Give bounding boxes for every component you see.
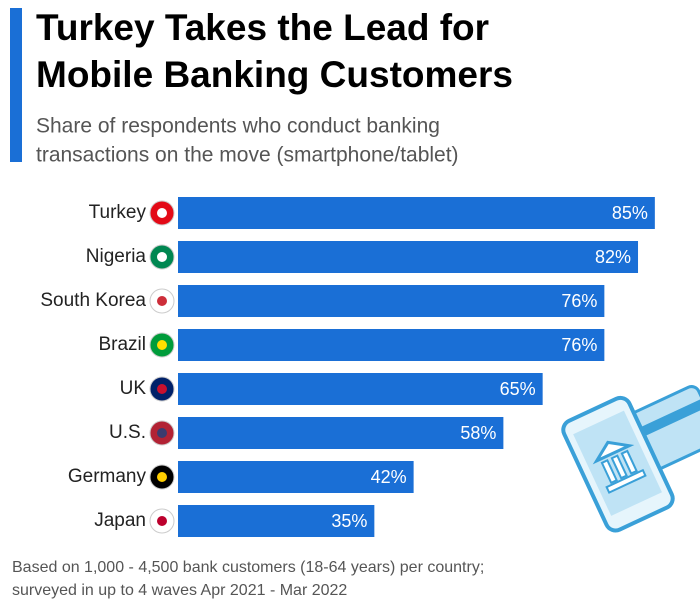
- category-label: South Korea: [40, 290, 146, 311]
- flag-icon: [157, 428, 167, 438]
- value-label: 35%: [331, 511, 367, 531]
- flag-icon: [157, 472, 167, 482]
- note: surveyed in up to 4 waves Apr 2021 - Mar…: [12, 582, 347, 599]
- bar: [178, 505, 375, 537]
- bar: [178, 417, 504, 449]
- category-label: Turkey: [89, 202, 147, 223]
- value-label: 65%: [500, 379, 536, 399]
- value-label: 82%: [595, 247, 631, 267]
- value-label: 58%: [460, 423, 496, 443]
- category-label: U.S.: [109, 422, 146, 443]
- chart-title: Mobile Banking Customers: [36, 54, 513, 95]
- bar: [178, 197, 655, 229]
- bar: [178, 285, 605, 317]
- flag-icon: [157, 252, 167, 262]
- accent-bar: [10, 8, 22, 162]
- flag-icon: [157, 516, 167, 526]
- flag-icon: [157, 208, 167, 218]
- bar: [178, 329, 605, 361]
- flag-icon: [157, 296, 167, 306]
- flag-icon: [157, 340, 167, 350]
- value-label: 85%: [612, 203, 648, 223]
- bar: [178, 461, 414, 493]
- value-label: 76%: [561, 291, 597, 311]
- category-label: Nigeria: [86, 246, 147, 267]
- subtitle: transactions on the move (smartphone/tab…: [36, 144, 459, 167]
- category-label: Germany: [68, 466, 147, 487]
- bar: [178, 373, 543, 405]
- flag-icon: [157, 384, 167, 394]
- value-label: 76%: [561, 335, 597, 355]
- subtitle: Share of respondents who conduct banking: [36, 115, 440, 138]
- category-label: Brazil: [98, 334, 146, 355]
- note: Based on 1,000 - 4,500 bank customers (1…: [12, 559, 484, 576]
- category-label: UK: [120, 378, 147, 399]
- bar: [178, 241, 639, 273]
- category-label: Japan: [94, 510, 146, 531]
- value-label: 42%: [371, 467, 407, 487]
- chart-title: Turkey Takes the Lead for: [36, 7, 489, 48]
- illustration: [561, 385, 700, 533]
